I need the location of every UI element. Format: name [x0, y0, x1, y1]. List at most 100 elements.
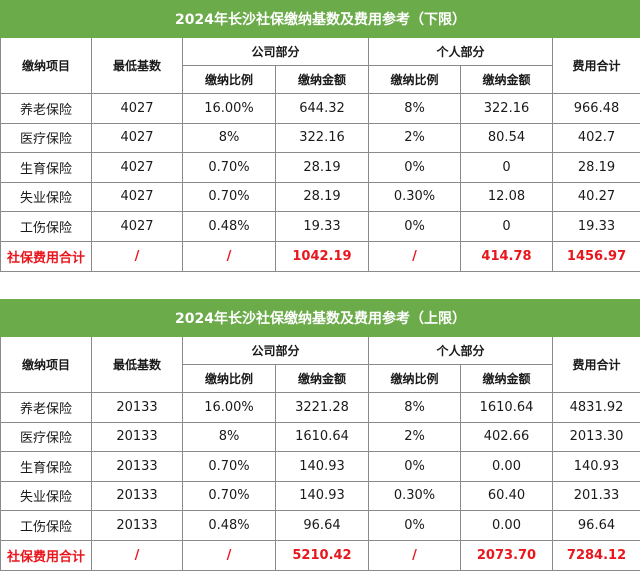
insurance-table: 2024年长沙社保缴纳基数及费用参考（上限） 缴纳项目 最低基数 公司部分 个人部分 费用… [0, 299, 640, 571]
cell-base: 4027 [91, 122, 183, 153]
cell-personal-amount: 80.54 [460, 122, 553, 153]
cell-personal-amount: 1610.64 [460, 392, 553, 423]
table-title: 2024年长沙社保缴纳基数及费用参考（上限） [0, 299, 640, 337]
cell-company-amount: 140.93 [275, 480, 369, 511]
cell-personal-rate: 8% [368, 93, 461, 124]
cell-personal-rate: 2% [368, 122, 461, 153]
table-row: 工伤保险 20133 0.48% 96.64 0% 0.00 96.64 [0, 510, 640, 541]
header-company-rate: 缴纳比例 [182, 65, 276, 94]
cell-company-rate: 0.48% [182, 510, 276, 541]
cell-company-amount: 96.64 [275, 510, 369, 541]
header-personal: 个人部分 [368, 336, 553, 365]
cell-total: 40.27 [551, 181, 640, 212]
cell-base: 20133 [91, 421, 183, 452]
summary-personal-amount: 2073.70 [460, 539, 553, 571]
header-base: 最低基数 [91, 336, 183, 393]
cell-company-rate: 8% [182, 122, 276, 153]
cell-company-rate: 16.00% [182, 93, 276, 124]
cell-personal-amount: 322.16 [460, 93, 553, 124]
insurance-table-block: 2024年长沙社保缴纳基数及费用参考（下限） 缴纳项目 最低基数 公司部分 个人部分 费用… [0, 0, 640, 272]
cell-company-rate: 0.70% [182, 451, 276, 482]
header-total-fee: 费用合计 [551, 336, 640, 393]
header-company-rate: 缴纳比例 [182, 364, 276, 393]
header-company-amount: 缴纳金额 [275, 364, 369, 393]
cell-company-rate: 16.00% [182, 392, 276, 423]
table-title: 2024年长沙社保缴纳基数及费用参考（下限） [0, 0, 640, 38]
header-personal-rate: 缴纳比例 [368, 364, 461, 393]
cell-personal-rate: 2% [368, 421, 461, 452]
summary-row: 社保费用合计 //1042.19/414.78 1456.97 [0, 240, 640, 272]
cell-item: 医疗保险 [0, 421, 92, 452]
cell-company-amount: 322.16 [275, 122, 369, 153]
cell-company-rate: 0.70% [182, 181, 276, 212]
summary-item: 社保费用合计 [0, 240, 92, 272]
header-company-amount: 缴纳金额 [275, 65, 369, 94]
cell-personal-amount: 402.66 [460, 421, 553, 452]
cell-base: 4027 [91, 181, 183, 212]
header-personal-amount: 缴纳金额 [460, 364, 553, 393]
cell-company-rate: 8% [182, 421, 276, 452]
cell-total: 96.64 [551, 510, 640, 541]
cell-item: 生育保险 [0, 152, 92, 183]
header-personal: 个人部分 [368, 37, 553, 66]
header-item: 缴纳项目 [0, 37, 92, 94]
header-total-fee: 费用合计 [551, 37, 640, 94]
insurance-table-block: 2024年长沙社保缴纳基数及费用参考（上限） 缴纳项目 最低基数 公司部分 个人部分 费用… [0, 299, 640, 571]
header-base: 最低基数 [91, 37, 183, 94]
table-row: 生育保险 20133 0.70% 140.93 0% 0.00 140.93 [0, 451, 640, 482]
cell-personal-rate: 0.30% [368, 181, 461, 212]
summary-base: / [91, 539, 183, 571]
cell-company-amount: 1610.64 [275, 421, 369, 452]
summary-personal-rate: / [368, 240, 461, 272]
cell-base: 20133 [91, 392, 183, 423]
header-company: 公司部分 [182, 37, 369, 66]
cell-base: 4027 [91, 93, 183, 124]
cell-personal-rate: 0% [368, 510, 461, 541]
table-row: 生育保险 4027 0.70% 28.19 0% 0 28.19 [0, 152, 640, 183]
cell-total: 966.48 [551, 93, 640, 124]
cell-company-amount: 644.32 [275, 93, 369, 124]
cell-personal-rate: 0% [368, 152, 461, 183]
summary-total: 7284.12 [551, 539, 640, 571]
table-row: 工伤保险 4027 0.48% 19.33 0% 0 19.33 [0, 211, 640, 242]
cell-company-amount: 19.33 [275, 211, 369, 242]
cell-total: 201.33 [551, 480, 640, 511]
table-row: 失业保险 4027 0.70% 28.19 0.30% 12.08 40.27 [0, 181, 640, 212]
cell-item: 医疗保险 [0, 122, 92, 153]
cell-total: 28.19 [551, 152, 640, 183]
cell-total: 4831.92 [551, 392, 640, 423]
header-item: 缴纳项目 [0, 336, 92, 393]
cell-company-rate: 0.70% [182, 480, 276, 511]
cell-company-amount: 3221.28 [275, 392, 369, 423]
cell-item: 失业保险 [0, 181, 92, 212]
insurance-table: 2024年长沙社保缴纳基数及费用参考（下限） 缴纳项目 最低基数 公司部分 个人部分 费用… [0, 0, 640, 272]
cell-base: 20133 [91, 480, 183, 511]
header-company: 公司部分 [182, 336, 369, 365]
cell-personal-amount: 0.00 [460, 510, 553, 541]
table-row: 医疗保险 4027 8% 322.16 2% 80.54 402.7 [0, 122, 640, 153]
cell-company-rate: 0.48% [182, 211, 276, 242]
cell-item: 养老保险 [0, 93, 92, 124]
cell-personal-amount: 0 [460, 152, 553, 183]
cell-total: 2013.30 [551, 421, 640, 452]
cell-personal-amount: 12.08 [460, 181, 553, 212]
summary-personal-rate: / [368, 539, 461, 571]
cell-item: 养老保险 [0, 392, 92, 423]
summary-personal-amount: 414.78 [460, 240, 553, 272]
table-row: 失业保险 20133 0.70% 140.93 0.30% 60.40 201.33 [0, 480, 640, 511]
summary-item: 社保费用合计 [0, 539, 92, 571]
summary-company-amount: 1042.19 [275, 240, 369, 272]
cell-personal-rate: 0% [368, 451, 461, 482]
cell-personal-rate: 8% [368, 392, 461, 423]
cell-item: 工伤保险 [0, 510, 92, 541]
cell-company-amount: 140.93 [275, 451, 369, 482]
table-row: 养老保险 20133 16.00% 3221.28 8% 1610.64 4831.92 [0, 392, 640, 423]
table-row: 养老保险 4027 16.00% 644.32 8% 322.16 966.48 [0, 93, 640, 124]
cell-item: 生育保险 [0, 451, 92, 482]
summary-row: 社保费用合计 //5210.42/2073.70 7284.12 [0, 539, 640, 571]
summary-base: / [91, 240, 183, 272]
cell-item: 工伤保险 [0, 211, 92, 242]
cell-total: 19.33 [551, 211, 640, 242]
cell-base: 20133 [91, 510, 183, 541]
summary-total: 1456.97 [551, 240, 640, 272]
